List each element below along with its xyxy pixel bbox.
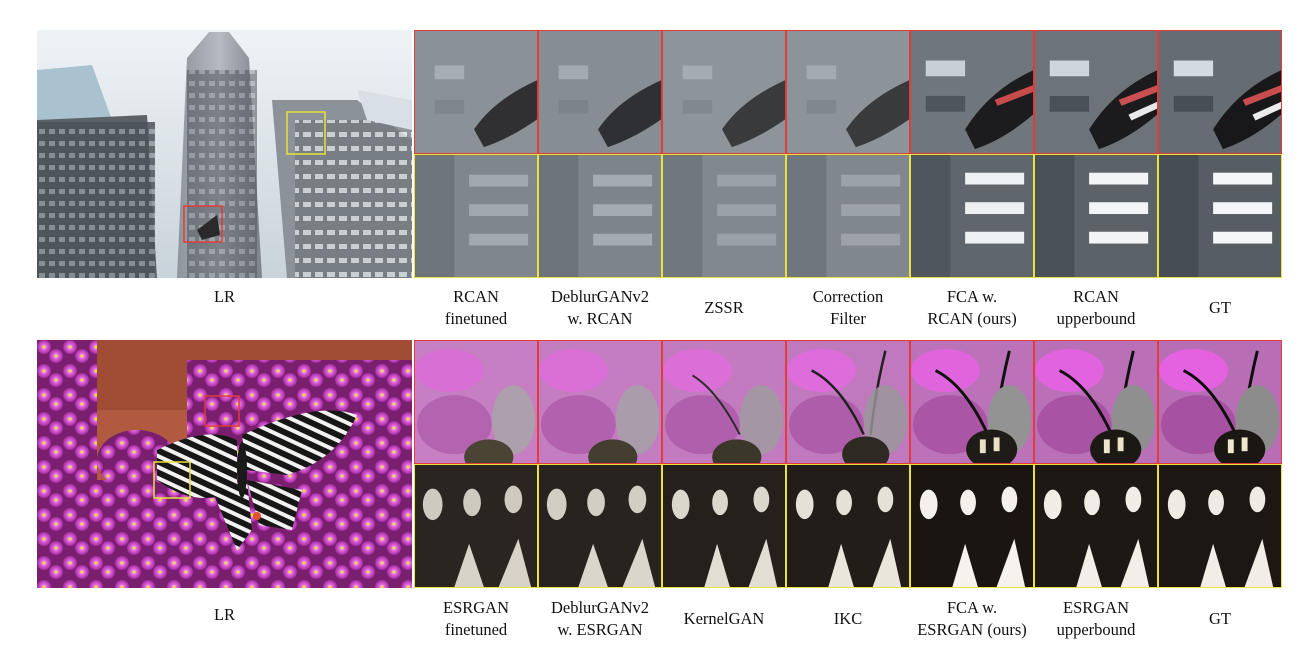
crop-red-correction-filter xyxy=(786,30,910,154)
method-label-deblurgan-esrgan: DeblurGANv2 w. ESRGAN xyxy=(550,598,650,639)
method-label-fca-esrgan: FCA w. ESRGAN (ours) xyxy=(917,598,1027,639)
crop-yellow-correction-filter xyxy=(786,154,910,278)
crop-yellow-esrgan-upperbound xyxy=(1034,464,1158,588)
method-label-rcan-finetuned: RCAN finetuned xyxy=(444,287,508,328)
crop-yellow-deblurgan-esrgan xyxy=(538,464,662,588)
lr-image-building xyxy=(37,30,412,278)
method-label-gt-row2: GT xyxy=(1209,609,1231,628)
method-label-fca-rcan: FCA w. RCAN (ours) xyxy=(927,287,1017,328)
method-label-esrgan-upperbound: ESRGAN upperbound xyxy=(1056,598,1136,639)
crop-yellow-kernelgan xyxy=(662,464,786,588)
crop-red-ikc xyxy=(786,340,910,464)
lr-label-row2: LR xyxy=(213,605,236,624)
method-label-esrgan-finetuned: ESRGAN finetuned xyxy=(442,598,509,639)
crop-red-deblurgan-rcan xyxy=(538,30,662,154)
crop-yellow-ikc xyxy=(786,464,910,588)
crop-red-esrgan-upperbound xyxy=(1034,340,1158,464)
crop-red-gt xyxy=(1158,30,1282,154)
method-label-deblurgan-rcan: DeblurGANv2 w. RCAN xyxy=(550,287,650,328)
crop-red-fca-rcan xyxy=(910,30,1034,154)
crop-yellow-zssr xyxy=(662,154,786,278)
crop-red-rcan-upperbound xyxy=(1034,30,1158,154)
crop-yellow-gt-row2 xyxy=(1158,464,1282,588)
crop-red-zssr xyxy=(662,30,786,154)
method-label-correction-filter: Correction Filter xyxy=(812,287,884,328)
method-label-gt-row1: GT xyxy=(1209,298,1231,317)
lr-image-butterfly xyxy=(37,340,412,588)
crop-red-rcan-finetuned xyxy=(414,30,538,154)
method-label-ikc: IKC xyxy=(833,609,863,628)
crop-yellow-fca-esrgan xyxy=(910,464,1034,588)
crop-red-gt-row2 xyxy=(1158,340,1282,464)
crop-red-fca-esrgan xyxy=(910,340,1034,464)
crop-yellow-fca-rcan xyxy=(910,154,1034,278)
crop-yellow-rcan-upperbound xyxy=(1034,154,1158,278)
crop-red-deblurgan-esrgan xyxy=(538,340,662,464)
method-label-kernelgan: KernelGAN xyxy=(683,609,765,628)
crop-red-esrgan-finetuned xyxy=(414,340,538,464)
lr-label-row1: LR xyxy=(213,287,236,306)
crop-yellow-rcan-finetuned xyxy=(414,154,538,278)
crop-yellow-deblurgan-rcan xyxy=(538,154,662,278)
crop-yellow-esrgan-finetuned xyxy=(414,464,538,588)
crop-red-kernelgan xyxy=(662,340,786,464)
method-label-rcan-upperbound: RCAN upperbound xyxy=(1056,287,1136,328)
crop-yellow-gt xyxy=(1158,154,1282,278)
method-label-zssr: ZSSR xyxy=(704,298,744,317)
